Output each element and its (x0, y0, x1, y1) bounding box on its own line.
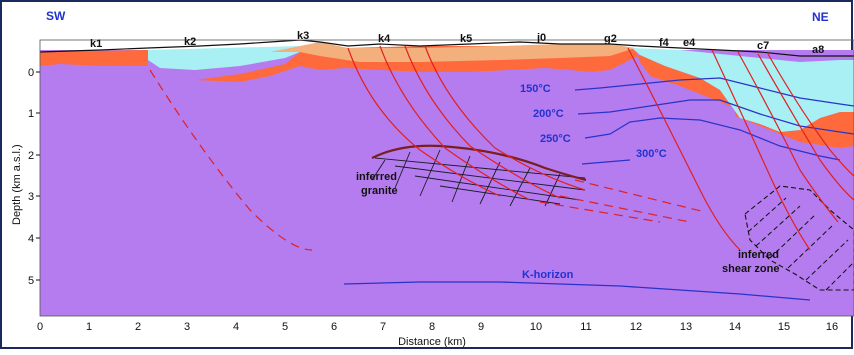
x-tick-label: 0 (37, 321, 43, 333)
reservoir-layer-right (632, 48, 854, 132)
shear-zone-outline (744, 185, 854, 291)
well-label: a8 (812, 44, 824, 56)
faults (149, 45, 854, 251)
well-label: k3 (297, 30, 309, 42)
temperature-labels: 150°C 200°C 250°C 300°C (520, 83, 667, 160)
y-tick-label: 5 (28, 275, 34, 287)
reservoir-layer-left (148, 46, 300, 70)
x-tick-label: 16 (826, 321, 838, 333)
well-label: j0 (536, 32, 546, 44)
fault-solid (424, 45, 586, 191)
fault-solid (767, 53, 854, 177)
fault-solid (379, 45, 531, 201)
x-tick-label: 6 (331, 321, 337, 333)
well-labels: k1 k2 k3 k4 k5 j0 g2 f4 e4 c7 a8 (90, 30, 824, 56)
shear-zone-label-line2: shear zone (722, 263, 779, 275)
fault-solid (347, 47, 501, 197)
y-tick-label: 3 (28, 191, 34, 203)
well-label: k5 (460, 33, 472, 45)
geology-layers (40, 40, 854, 316)
k-horizon-line (343, 281, 811, 301)
isotherm-150 (574, 77, 854, 107)
isotherm-250 (584, 117, 841, 161)
isotherm-label-250: 250°C (540, 133, 571, 145)
y-tick-label: 1 (28, 108, 34, 120)
well-label: f4 (659, 37, 670, 49)
x-tick-label: 13 (680, 321, 692, 333)
ne-label: NE (812, 10, 829, 24)
fault-dashed (559, 195, 691, 223)
sw-label: SW (46, 9, 66, 23)
y-tick-label: 0 (28, 67, 34, 79)
isotherm-300 (581, 159, 631, 165)
well-label: g2 (604, 33, 617, 45)
granite-label-line2: granite (361, 185, 398, 197)
y-tick-label: 2 (28, 150, 34, 162)
x-tick-label: 15 (778, 321, 790, 333)
well-label: k1 (90, 38, 102, 50)
x-tick-label: 4 (233, 321, 239, 333)
fault-solid (711, 49, 811, 251)
granite-label: inferred granite (356, 171, 400, 197)
y-axis-label: Depth (km a.s.l.) (11, 144, 23, 225)
granite-outline (371, 144, 587, 182)
well-label: e4 (683, 37, 696, 49)
shear-zone-hatch (747, 197, 854, 291)
x-tick-label: 14 (729, 321, 741, 333)
fault-dashed (149, 69, 313, 251)
well-label: c7 (757, 40, 769, 52)
fault-dashed (539, 201, 661, 223)
x-tick-label: 12 (630, 321, 642, 333)
well-label: k4 (378, 33, 391, 45)
fault-solid (627, 47, 741, 251)
x-tick-label: 1 (86, 321, 92, 333)
x-tick-label: 9 (478, 321, 484, 333)
fault-dashed (574, 179, 706, 213)
y-axis: 0 1 2 3 4 5 (28, 67, 40, 287)
granite-label-line1: inferred (356, 171, 397, 183)
fault-solid (404, 45, 561, 199)
caprock-layer (40, 46, 854, 148)
fault-solid (757, 53, 854, 201)
shear-zone-label-line1: inferred (738, 249, 779, 261)
isotherms (574, 77, 854, 165)
surface-layer (270, 42, 635, 62)
x-tick-label: 10 (530, 321, 542, 333)
x-tick-label: 7 (380, 321, 386, 333)
y-tick-label: 4 (28, 233, 34, 245)
shear-zone-label: inferred shear zone (722, 249, 782, 275)
x-axis: 0 1 2 3 4 5 6 7 8 9 10 11 12 13 14 15 16 (37, 321, 838, 333)
plot-frame (39, 39, 854, 317)
k-horizon-label: K-horizon (522, 269, 574, 281)
ground-surface (40, 40, 854, 57)
x-axis-label: Distance (km) (398, 336, 466, 348)
isotherm-label-150: 150°C (520, 83, 551, 95)
inferred-shear-zone (744, 185, 854, 291)
fault-solid (737, 51, 839, 223)
x-tick-label: 3 (184, 321, 190, 333)
x-tick-label: 11 (580, 321, 591, 333)
isotherm-200 (577, 99, 854, 135)
well-label: k2 (184, 36, 196, 48)
x-tick-label: 8 (429, 321, 435, 333)
isotherm-label-200: 200°C (533, 108, 564, 120)
x-tick-label: 5 (282, 321, 288, 333)
x-tick-label: 2 (135, 321, 141, 333)
isotherm-label-300: 300°C (636, 148, 667, 160)
